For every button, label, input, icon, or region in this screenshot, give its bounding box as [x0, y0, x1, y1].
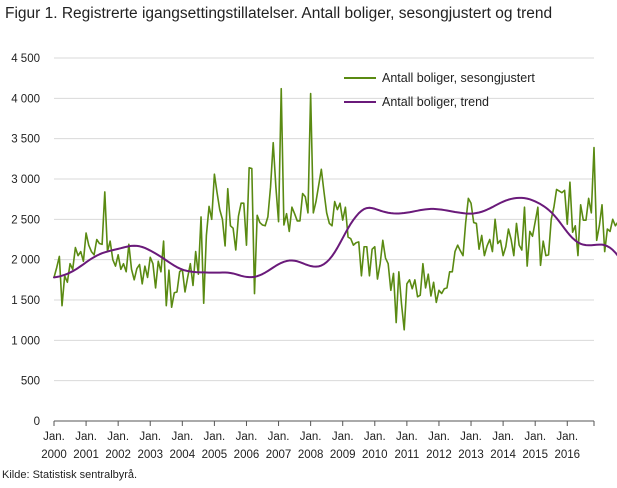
series-line-seasonal	[53, 87, 617, 331]
x-tick-label-year: 2010	[362, 449, 388, 461]
x-tick-label-month: Jan.	[236, 431, 258, 443]
x-tick-label-month: Jan.	[43, 431, 65, 443]
y-tick-label: 0	[34, 416, 40, 428]
x-tick-label-year: 2005	[202, 449, 228, 461]
x-tick-label-year: 2014	[490, 449, 516, 461]
x-tick-label-year: 2009	[330, 449, 356, 461]
x-tick-label-year: 2006	[234, 449, 260, 461]
series-line-trend	[53, 196, 617, 279]
x-tick-label-month: Jan.	[364, 431, 386, 443]
x-tick-label-year: 2001	[73, 449, 99, 461]
source-note: Kilde: Statistisk sentralbyrå.	[2, 469, 138, 481]
y-tick-label: 3 500	[11, 134, 40, 146]
x-tick-label-year: 2002	[105, 449, 131, 461]
legend-label-trend: Antall boliger, trend	[382, 95, 489, 109]
y-axis-ticks: 0 500 1 000 1 500 2 000 2 500 3 000 3 500 4 000 4…	[11, 53, 40, 428]
x-tick-label-month: Jan.	[107, 431, 129, 443]
x-tick-label-year: 2008	[298, 449, 324, 461]
x-tick-label-month: Jan.	[204, 431, 226, 443]
x-tick-label-month: Jan.	[524, 431, 546, 443]
x-tick-label-year: 2013	[458, 449, 484, 461]
x-tick-label-year: 2012	[426, 449, 452, 461]
x-tick-label-month: Jan.	[332, 431, 354, 443]
y-tick-label: 2 500	[11, 214, 40, 226]
series-lines	[53, 87, 617, 331]
y-tick-label: 4 500	[11, 53, 40, 65]
x-tick-label-year: 2011	[395, 449, 420, 461]
y-tick-label: 1 000	[11, 335, 40, 347]
y-tick-label: 3 000	[11, 174, 40, 186]
y-tick-label: 1 500	[11, 295, 40, 307]
y-tick-label: 500	[21, 376, 40, 388]
x-axis: Jan. 2000 Jan. 2001 Jan. 2002 Jan. 2003 Jan. 2004…	[41, 420, 595, 461]
y-tick-label: 2 000	[11, 255, 40, 267]
x-tick-label-month: Jan.	[300, 431, 322, 443]
legend-label-seasonal: Antall boliger, sesongjustert	[382, 71, 535, 85]
x-tick-label-year: 2003	[137, 449, 163, 461]
legend: Antall boliger, sesongjustert Antall bol…	[344, 71, 535, 109]
x-tick-label-month: Jan.	[460, 431, 482, 443]
x-tick-label-month: Jan.	[268, 431, 290, 443]
gridlines	[54, 57, 594, 382]
chart-title: Figur 1. Registrerte igangsettingstillat…	[5, 5, 553, 22]
x-tick-label-month: Jan.	[428, 431, 450, 443]
x-tick-label-year: 2015	[522, 449, 548, 461]
x-tick-label-year: 2004	[170, 449, 196, 461]
x-tick-label-month: Jan.	[75, 431, 97, 443]
y-tick-label: 4 000	[11, 93, 40, 105]
x-tick-label-month: Jan.	[396, 431, 418, 443]
x-tick-label-year: 2000	[41, 449, 67, 461]
x-tick-label-year: 2016	[554, 449, 580, 461]
x-tick-label-month: Jan.	[492, 431, 514, 443]
x-tick-label-year: 2007	[266, 449, 292, 461]
x-tick-label-month: Jan.	[556, 431, 578, 443]
x-tick-label-month: Jan.	[171, 431, 193, 443]
x-tick-label-month: Jan.	[139, 431, 161, 443]
